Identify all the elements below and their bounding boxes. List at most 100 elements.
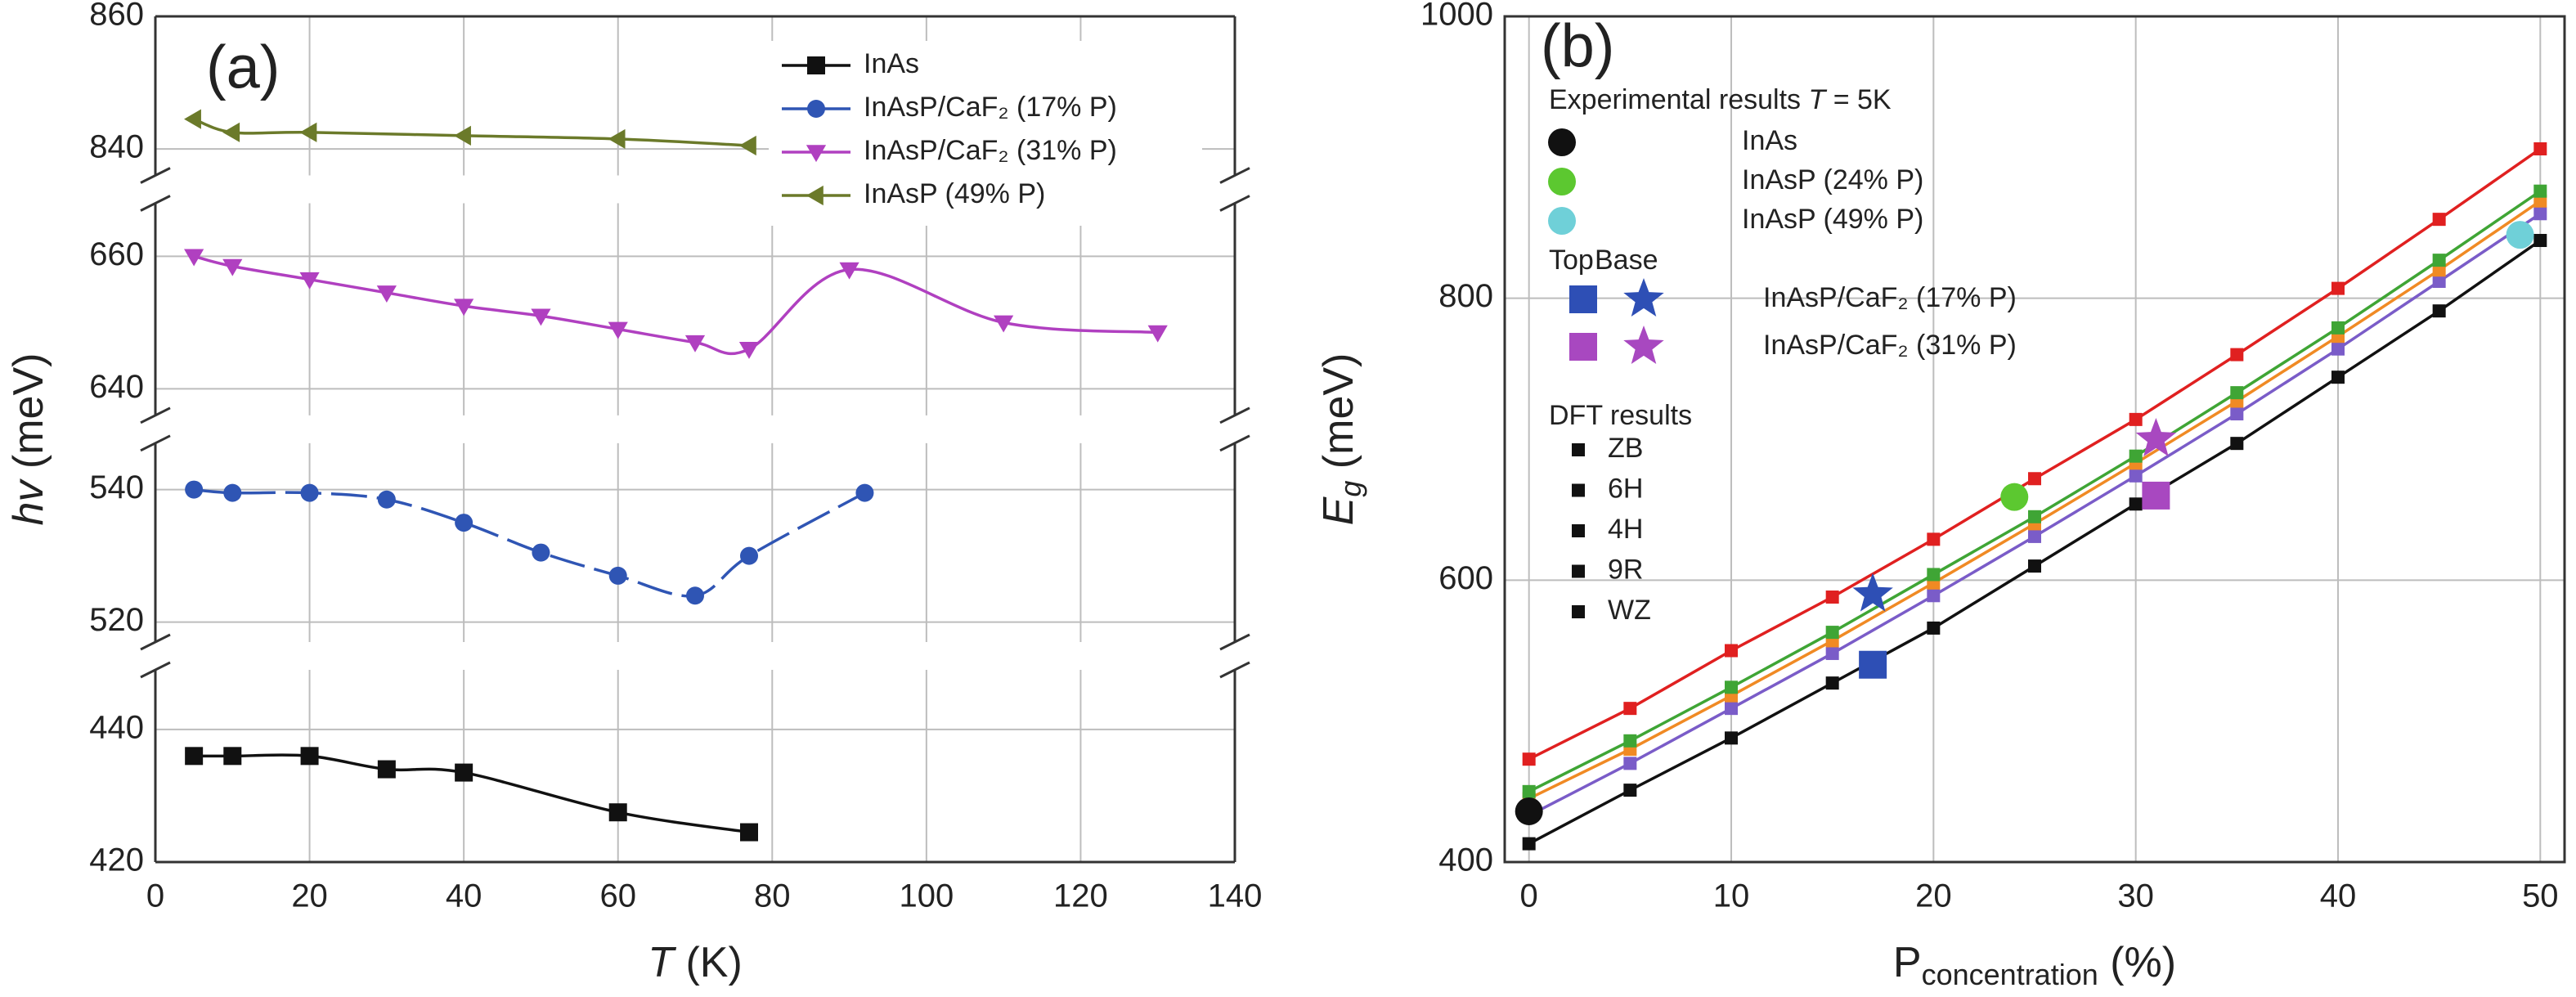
marker <box>1725 702 1739 716</box>
marker <box>839 262 859 280</box>
marker <box>740 546 758 565</box>
marker <box>2432 254 2446 267</box>
y-axis-label-part: E <box>1315 496 1362 525</box>
marker <box>1725 731 1739 745</box>
marker <box>2533 234 2547 248</box>
axis-break <box>140 195 171 212</box>
marker <box>1623 278 1664 317</box>
legend-label: 4H <box>1608 514 1643 545</box>
marker <box>2432 274 2446 288</box>
marker <box>1725 680 1739 694</box>
legend-label: ZB <box>1608 433 1643 464</box>
legend-label: 9R <box>1608 554 1643 585</box>
marker <box>2432 304 2446 318</box>
marker <box>1927 621 1941 635</box>
x-tick-label: 140 <box>1208 878 1263 914</box>
marker <box>1725 644 1739 658</box>
y-axis-label: Eg (meV) <box>1315 353 1367 526</box>
legend-label: InAs <box>1742 125 1797 156</box>
series-line <box>193 254 1158 356</box>
axis-break <box>140 167 171 184</box>
marker <box>300 483 319 502</box>
marker <box>1572 483 1585 497</box>
legend-label: InAsP (49% P) <box>1742 204 1923 235</box>
x-tick-label: 100 <box>899 878 954 914</box>
axis-break <box>1219 195 1250 212</box>
x-tick-label: 120 <box>1053 878 1108 914</box>
marker <box>2506 221 2534 249</box>
marker <box>1623 757 1637 770</box>
marker <box>1623 702 1637 716</box>
marker <box>532 543 550 562</box>
marker <box>1623 326 1664 365</box>
marker <box>2142 481 2170 510</box>
marker <box>1548 207 1576 235</box>
marker <box>2028 559 2041 573</box>
marker <box>1572 443 1585 456</box>
marker <box>1927 532 1941 546</box>
marker <box>806 185 824 206</box>
marker <box>454 125 471 146</box>
series-line <box>193 487 866 598</box>
x-axis-label: Pconcentration (%) <box>1893 939 2176 991</box>
marker <box>2432 213 2446 227</box>
marker <box>686 586 704 605</box>
marker <box>2028 529 2041 543</box>
y-tick-label: 840 <box>89 129 144 165</box>
marker <box>299 272 320 290</box>
marker <box>1548 168 1576 195</box>
legend-label: InAs <box>864 48 919 79</box>
x-axis-label-part: (%) <box>2098 939 2176 986</box>
marker <box>1927 568 1941 582</box>
marker <box>2533 207 2547 221</box>
axis-break <box>1219 406 1250 424</box>
legend-label: InAsP (24% P) <box>1742 164 1923 195</box>
marker <box>994 315 1014 333</box>
y-tick-label: 420 <box>89 842 144 878</box>
x-tick-label: 50 <box>2522 878 2559 914</box>
x-axis-label: T (K) <box>648 939 743 986</box>
plot-frame <box>1503 15 2566 864</box>
series-line <box>194 753 750 834</box>
marker <box>455 763 473 782</box>
marker <box>2533 141 2547 155</box>
legend-title-part: T <box>1808 84 1827 115</box>
marker <box>807 56 825 74</box>
panel-label: (a) <box>206 34 280 101</box>
x-axis-label-part: P <box>1893 939 1922 986</box>
marker <box>2533 194 2547 208</box>
marker <box>2129 469 2143 483</box>
x-axis-label-part: T <box>648 939 676 986</box>
marker <box>1522 837 1536 851</box>
marker <box>455 514 473 532</box>
axis-break <box>140 434 171 452</box>
marker <box>1572 524 1585 537</box>
marker <box>806 145 827 163</box>
marker <box>2533 184 2547 198</box>
marker <box>1623 784 1637 797</box>
marker <box>2129 412 2143 426</box>
marker <box>2230 386 2244 400</box>
marker <box>855 483 874 502</box>
marker <box>1522 784 1536 798</box>
legend-title: Base <box>1595 245 1658 276</box>
marker <box>2028 472 2041 486</box>
marker <box>608 321 628 339</box>
y-axis-label-part: (meV) <box>5 353 52 481</box>
marker <box>1569 333 1597 361</box>
marker <box>1623 734 1637 748</box>
marker <box>1515 797 1543 825</box>
marker <box>1859 650 1887 679</box>
legend-title-part: Experimental results <box>1549 84 1808 115</box>
marker <box>1522 752 1536 766</box>
y-tick-label: 400 <box>1438 842 1493 878</box>
legend-label: 6H <box>1608 473 1643 504</box>
legend-label: InAsP (49% P) <box>864 178 1045 209</box>
axis-break <box>1219 633 1250 651</box>
series-line <box>193 117 750 147</box>
marker <box>684 335 706 353</box>
marker <box>300 747 319 766</box>
marker <box>185 747 204 766</box>
y-tick-label: 540 <box>89 469 144 505</box>
